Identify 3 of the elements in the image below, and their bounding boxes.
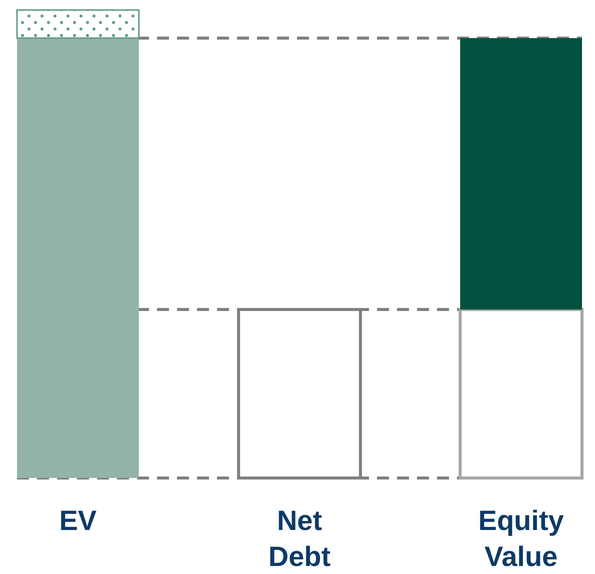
x-tick-label: Net Debt <box>268 505 331 572</box>
x-tick-label: Equity Value <box>478 505 564 572</box>
x-tick-label: EV <box>59 505 97 536</box>
